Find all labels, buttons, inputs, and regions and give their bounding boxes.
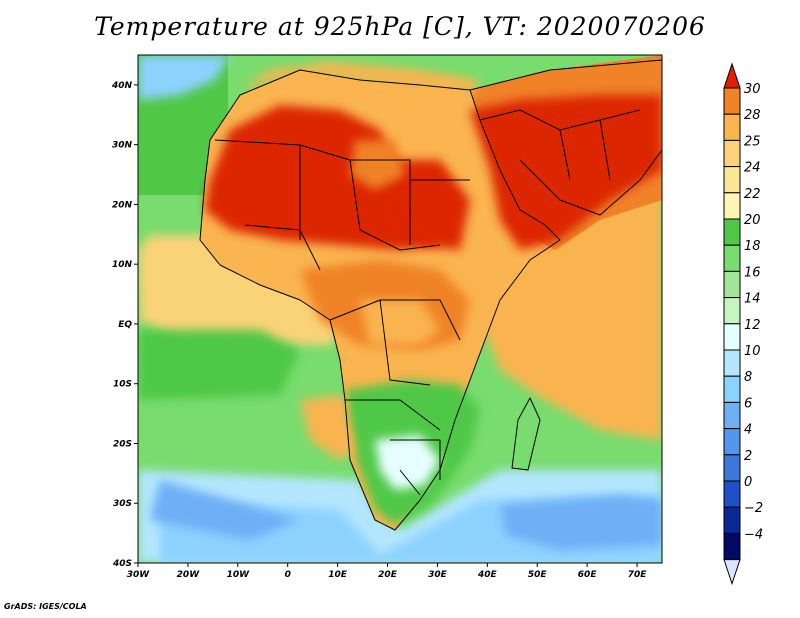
- colorbar-label: 0: [744, 475, 752, 490]
- longitude-axis: 30W 20W 10W 0 10E 20E 30E 40E 50E 60E 70E: [127, 563, 647, 580]
- southern-ocean-cold-area: [500, 495, 662, 550]
- colorbar-segment: [723, 192, 741, 220]
- lat-tick-label: 30S: [113, 499, 132, 509]
- lon-tick-label: 60E: [578, 570, 598, 580]
- colorbar-label: 6: [744, 396, 752, 411]
- colorbar-segment: [723, 454, 741, 482]
- colorbar-label: −4: [744, 527, 763, 542]
- libya-cooler-area: [350, 140, 405, 190]
- lat-tick-label: 30N: [112, 141, 133, 151]
- colorbar-segment: [723, 401, 741, 430]
- colorbar-label: 12: [744, 318, 761, 333]
- colorbar-segment: [723, 270, 741, 299]
- lat-tick-label: 40S: [112, 559, 132, 569]
- colorbar-segment: [723, 323, 741, 351]
- coastlines: [199, 59, 662, 531]
- lon-tick-label: 50E: [528, 570, 548, 580]
- colorbar-label: 2: [744, 449, 752, 464]
- colorbar-segment: [723, 244, 741, 272]
- colorbar-segment: [723, 506, 741, 534]
- lat-tick-label: 20N: [112, 200, 133, 210]
- colorbar-top-triangle: [723, 62, 741, 89]
- colorbar-label: 10: [744, 344, 761, 359]
- colorbar-segment: [723, 375, 741, 403]
- eastern-sahara-hot-area: [380, 160, 470, 250]
- credit-text: GrADS: IGES/COLA: [4, 602, 87, 611]
- colorbar-label: 25: [744, 134, 761, 149]
- lat-tick-label: EQ: [118, 320, 132, 330]
- colorbar-label: 28: [744, 108, 761, 123]
- chart-title: Temperature at 925hPa [C], VT: 202007020…: [94, 12, 706, 41]
- lon-tick-label: 0: [285, 570, 291, 580]
- lat-tick-label: 20S: [113, 439, 132, 449]
- colorbar-label: 20: [744, 213, 761, 228]
- colorbar-label: 16: [744, 265, 761, 280]
- lon-tick-label: 30W: [127, 570, 151, 580]
- colorbar-segment: [723, 480, 741, 508]
- lon-tick-label: 40E: [477, 570, 498, 580]
- colorbar-segment: [723, 297, 741, 325]
- lon-tick-label: 20W: [177, 570, 201, 580]
- lon-tick-label: 10W: [227, 570, 251, 580]
- namibia-coast-warm-area: [300, 395, 355, 460]
- colorbar-label: 22: [744, 187, 761, 202]
- temperature-field: [138, 55, 662, 563]
- colorbar-label: 4: [744, 423, 752, 438]
- lat-tick-label: 10S: [113, 380, 132, 390]
- colorbar-segment: [723, 166, 741, 194]
- colorbar-segment: [723, 87, 741, 115]
- colorbar-label: 18: [744, 239, 761, 254]
- colorbar-bottom-triangle: [723, 559, 741, 586]
- arabia-hot-area: [470, 95, 662, 250]
- madagascar-area: [512, 398, 540, 470]
- congo-cooler-area: [360, 300, 440, 345]
- colorbar-segment: [723, 349, 741, 377]
- north-atlantic-cold-area: [138, 55, 230, 100]
- colorbar-label: 14: [744, 292, 761, 307]
- colorbar-segment: [723, 428, 741, 456]
- lon-tick-label: 10E: [328, 570, 348, 580]
- lon-tick-label: 30E: [428, 570, 448, 580]
- colorbar-segment: [723, 532, 741, 561]
- kalahari-cool-area: [375, 435, 440, 490]
- south-atlantic-green-area: [138, 330, 300, 400]
- lat-tick-label: 40N: [111, 81, 133, 91]
- lat-tick-label: 10N: [112, 260, 133, 270]
- colorbar-label: 8: [744, 370, 752, 385]
- colorbar-segment: [723, 113, 741, 141]
- lon-tick-label: 20E: [378, 570, 398, 580]
- colorbar-label: −2: [744, 501, 763, 516]
- colorbar-segment: [723, 218, 741, 246]
- colorbar-segment: [723, 139, 741, 168]
- plot-frame: [137, 54, 663, 564]
- colorbar-label: 24: [744, 161, 761, 176]
- south-west-cold-area: [150, 480, 300, 540]
- lon-tick-label: 70E: [628, 570, 648, 580]
- colorbar-label: 30: [744, 82, 761, 97]
- latitude-axis: 40N 30N 20N 10N EQ 10S 20S 30S 40S: [111, 81, 138, 569]
